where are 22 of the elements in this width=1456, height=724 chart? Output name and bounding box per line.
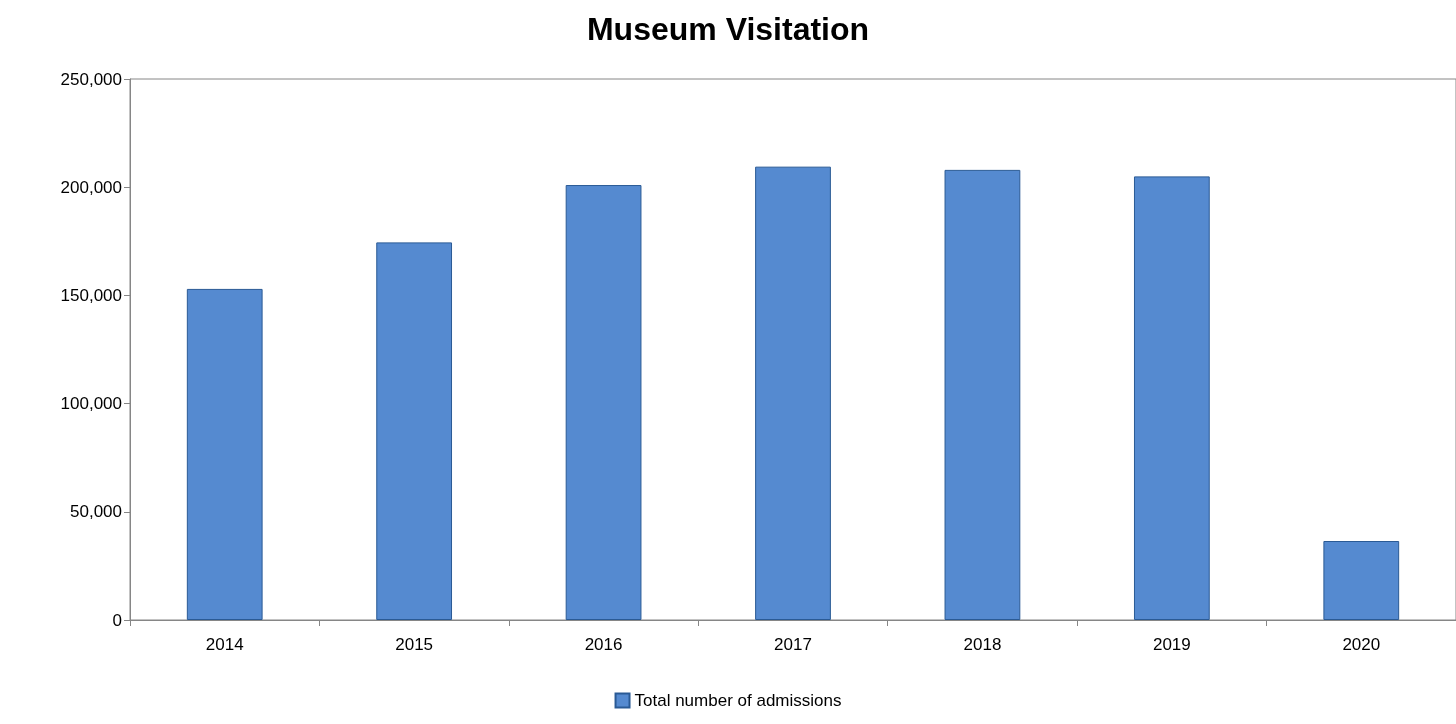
x-tick-label: 2014 xyxy=(205,635,244,654)
bar xyxy=(944,169,1021,620)
bar xyxy=(376,242,453,620)
x-tick-label: 2020 xyxy=(1342,635,1381,654)
y-tick-label: 50,000 xyxy=(70,502,122,522)
y-tick-label: 0 xyxy=(112,610,122,630)
bar xyxy=(1133,176,1210,620)
x-tick-label: 2019 xyxy=(1152,635,1191,654)
y-tick-label: 200,000 xyxy=(60,177,122,197)
bar xyxy=(755,166,831,620)
y-tick-label: 150,000 xyxy=(60,285,122,305)
x-tick-label: 2018 xyxy=(963,635,1002,654)
x-tick-label: 2015 xyxy=(395,635,434,654)
x-tick-label: 2016 xyxy=(584,635,623,654)
bar xyxy=(1323,541,1400,620)
y-tick-label: 100,000 xyxy=(60,394,122,414)
chart-title: Museum Visitation xyxy=(586,11,870,47)
x-tick-label: 2017 xyxy=(774,635,812,654)
legend-label: Total number of admissions xyxy=(634,691,842,710)
bar xyxy=(565,185,642,620)
y-tick-label: 250,000 xyxy=(60,69,122,89)
bar xyxy=(186,288,263,620)
